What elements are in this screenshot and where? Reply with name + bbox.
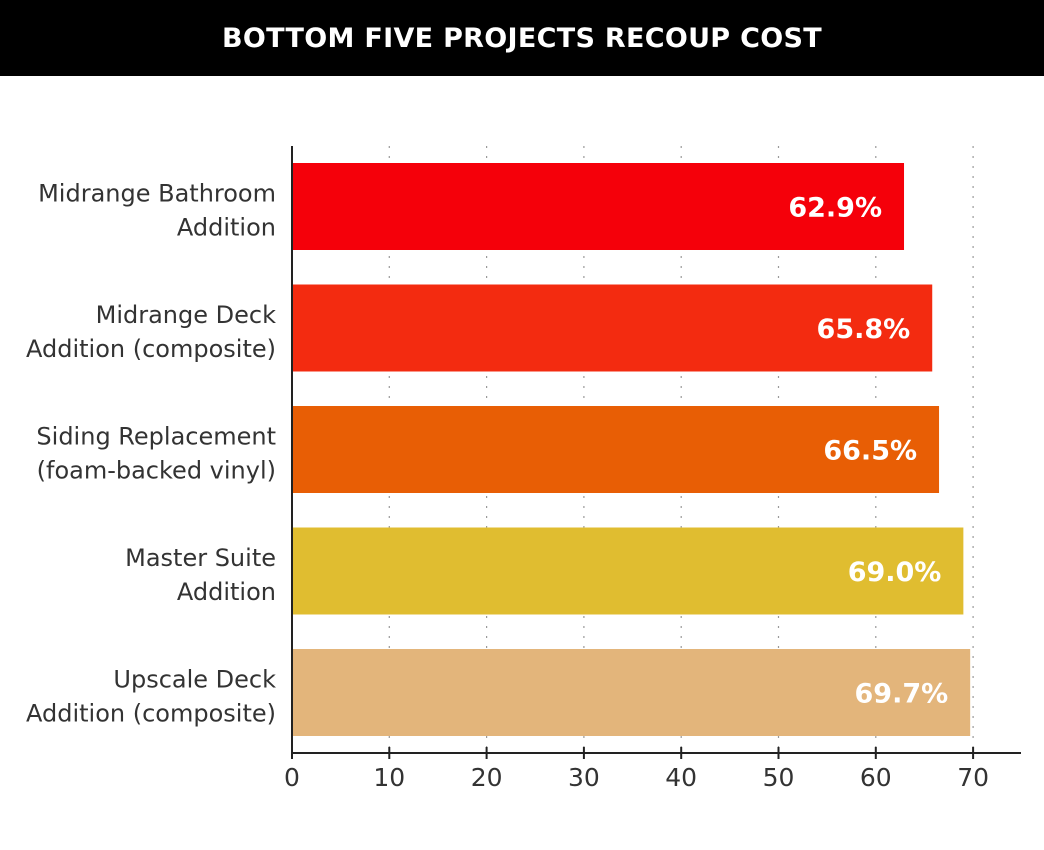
category-label-line: Master Suite <box>125 544 276 572</box>
x-tick-label-50: 50 <box>763 763 795 792</box>
x-tick-label-30: 30 <box>568 763 600 792</box>
category-label-2: Midrange Deck Addition (composite) <box>26 301 276 363</box>
category-label-line: Addition <box>177 578 276 606</box>
x-tick-label-40: 40 <box>665 763 697 792</box>
category-label-line: Siding Replacement <box>36 423 276 451</box>
category-label-3: Siding Replacement (foam-backed vinyl) <box>36 423 276 485</box>
bar-1 <box>292 163 905 250</box>
category-label-line: Addition <box>177 214 276 242</box>
x-tick-label-20: 20 <box>471 763 503 792</box>
bar-2 <box>292 284 933 372</box>
bar-5 <box>292 649 971 736</box>
category-label-line: Addition (composite) <box>26 335 276 363</box>
category-label-line: Midrange Bathroom <box>38 180 276 208</box>
bar-3 <box>292 406 940 493</box>
category-label-line: Addition (composite) <box>26 700 276 728</box>
x-tick-label-10: 10 <box>373 763 405 792</box>
x-tick-label-60: 60 <box>860 763 892 792</box>
category-label-line: Midrange Deck <box>96 301 276 329</box>
category-label-line: (foam-backed vinyl) <box>37 457 276 485</box>
category-label-1: Midrange Bathroom Addition <box>38 180 276 242</box>
chart-title: BOTTOM FIVE PROJECTS RECOUP COST <box>222 22 822 54</box>
title-banner: BOTTOM FIVE PROJECTS RECOUP COST <box>0 0 1044 76</box>
x-tick-label-70: 70 <box>957 763 989 792</box>
x-tick-label-0: 0 <box>284 763 300 792</box>
data-label-4: 69.0% <box>848 557 942 588</box>
data-label-1: 62.9% <box>788 193 882 224</box>
category-label-line: Upscale Deck <box>113 666 276 694</box>
data-label-2: 65.8% <box>817 314 911 345</box>
category-label-4: Master Suite Addition <box>125 544 276 606</box>
data-label-3: 66.5% <box>823 436 917 467</box>
data-label-5: 69.7% <box>855 679 949 710</box>
category-label-5: Upscale Deck Addition (composite) <box>26 666 276 728</box>
bar-4 <box>292 527 964 615</box>
